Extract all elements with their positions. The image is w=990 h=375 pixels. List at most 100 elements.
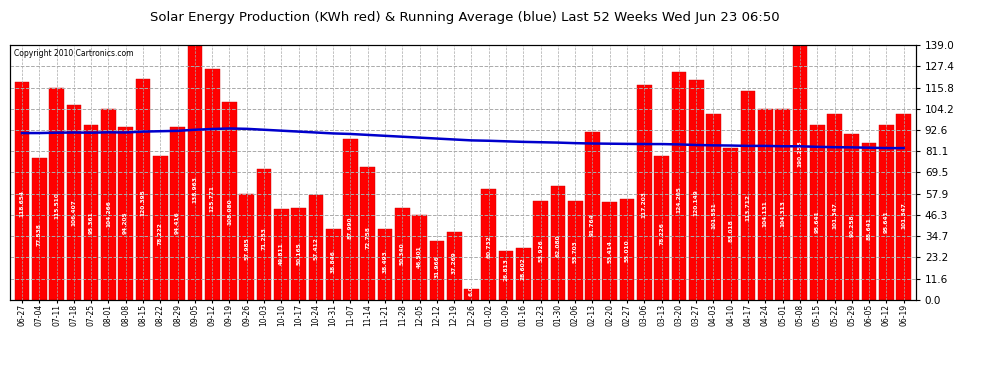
Bar: [758, 109, 773, 300]
Bar: [15, 82, 30, 300]
Bar: [240, 194, 254, 300]
Text: 87.990: 87.990: [347, 216, 353, 238]
Text: 120.395: 120.395: [141, 189, 146, 216]
Text: 38.493: 38.493: [382, 251, 387, 273]
Bar: [170, 127, 185, 300]
Text: 28.602: 28.602: [521, 257, 526, 280]
Text: 115.510: 115.510: [54, 193, 59, 219]
Text: 190.258: 190.258: [797, 141, 803, 167]
Text: 95.361: 95.361: [89, 211, 94, 234]
Bar: [603, 202, 617, 300]
Text: 62.080: 62.080: [555, 234, 560, 257]
Bar: [187, 45, 202, 300]
Text: 6.079: 6.079: [469, 277, 474, 296]
Bar: [706, 114, 721, 300]
Text: 46.501: 46.501: [417, 245, 422, 268]
Text: 90.258: 90.258: [849, 214, 854, 237]
Text: 101.347: 101.347: [901, 202, 906, 229]
Bar: [861, 143, 876, 300]
Text: 117.203: 117.203: [642, 191, 646, 218]
Text: 49.811: 49.811: [279, 243, 284, 265]
Text: 72.758: 72.758: [365, 226, 370, 249]
Bar: [844, 134, 859, 300]
Bar: [585, 132, 600, 300]
Text: 113.712: 113.712: [745, 194, 750, 221]
Bar: [256, 169, 271, 300]
Bar: [654, 156, 669, 300]
Text: 94.205: 94.205: [123, 212, 129, 234]
Text: 31.966: 31.966: [435, 255, 440, 278]
Bar: [84, 125, 98, 300]
Bar: [793, 0, 807, 300]
Text: 53.926: 53.926: [539, 240, 544, 262]
Text: 104.266: 104.266: [106, 201, 111, 227]
Text: 78.226: 78.226: [659, 223, 664, 246]
Bar: [671, 72, 686, 300]
Bar: [550, 186, 565, 300]
Text: 77.538: 77.538: [37, 223, 42, 246]
Bar: [326, 229, 341, 300]
Bar: [689, 80, 704, 300]
Text: 38.846: 38.846: [331, 250, 336, 273]
Bar: [378, 230, 392, 300]
Bar: [291, 208, 306, 300]
Bar: [464, 289, 479, 300]
Bar: [499, 251, 514, 300]
Bar: [775, 109, 790, 300]
Bar: [101, 109, 116, 300]
Text: Copyright 2010 Cartronics.com: Copyright 2010 Cartronics.com: [15, 49, 134, 58]
Bar: [205, 69, 220, 300]
Bar: [50, 88, 64, 300]
Text: 53.703: 53.703: [572, 240, 578, 262]
Text: Solar Energy Production (KWh red) & Running Average (blue) Last 52 Weeks Wed Jun: Solar Energy Production (KWh red) & Runn…: [150, 11, 780, 24]
Bar: [430, 242, 445, 300]
Bar: [309, 195, 323, 300]
Bar: [412, 215, 427, 300]
Text: 83.018: 83.018: [729, 219, 734, 242]
Text: 85.641: 85.641: [866, 217, 871, 240]
Bar: [724, 148, 739, 300]
Text: 57.412: 57.412: [314, 237, 319, 260]
Bar: [828, 114, 842, 300]
Bar: [119, 127, 133, 300]
Bar: [516, 248, 531, 300]
Text: 138.963: 138.963: [192, 176, 197, 203]
Bar: [620, 199, 635, 300]
Text: 104.313: 104.313: [780, 200, 785, 227]
Text: 118.654: 118.654: [20, 190, 25, 217]
Text: 124.205: 124.205: [676, 186, 681, 213]
Text: 78.222: 78.222: [157, 223, 162, 246]
Text: 120.149: 120.149: [694, 189, 699, 216]
Text: 26.813: 26.813: [504, 258, 509, 281]
Bar: [568, 201, 582, 300]
Bar: [810, 124, 825, 300]
Text: 108.080: 108.080: [227, 198, 232, 225]
Text: 95.641: 95.641: [884, 211, 889, 233]
Bar: [637, 85, 651, 300]
Text: 95.641: 95.641: [815, 211, 820, 233]
Text: 50.165: 50.165: [296, 242, 301, 265]
Bar: [395, 208, 410, 300]
Text: 106.407: 106.407: [71, 199, 76, 226]
Bar: [879, 124, 894, 300]
Text: 91.764: 91.764: [590, 213, 595, 236]
Bar: [222, 102, 237, 300]
Bar: [741, 92, 755, 300]
Text: 37.269: 37.269: [451, 251, 456, 274]
Bar: [344, 139, 357, 300]
Text: 53.414: 53.414: [607, 240, 612, 263]
Text: 94.416: 94.416: [175, 211, 180, 234]
Bar: [481, 189, 496, 300]
Bar: [896, 114, 911, 300]
Text: 101.551: 101.551: [711, 202, 716, 229]
Bar: [152, 156, 167, 300]
Bar: [136, 79, 150, 300]
Text: 60.732: 60.732: [486, 235, 491, 258]
Text: 55.010: 55.010: [625, 239, 630, 262]
Text: 104.131: 104.131: [763, 201, 768, 227]
Bar: [534, 201, 547, 300]
Bar: [274, 209, 289, 300]
Text: 57.985: 57.985: [245, 237, 249, 260]
Bar: [66, 105, 81, 300]
Text: 101.347: 101.347: [832, 202, 837, 229]
